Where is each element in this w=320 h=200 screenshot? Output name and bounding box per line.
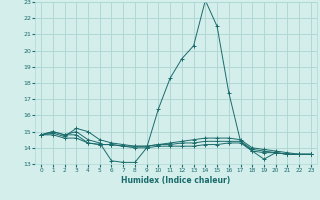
X-axis label: Humidex (Indice chaleur): Humidex (Indice chaleur) xyxy=(121,176,231,185)
